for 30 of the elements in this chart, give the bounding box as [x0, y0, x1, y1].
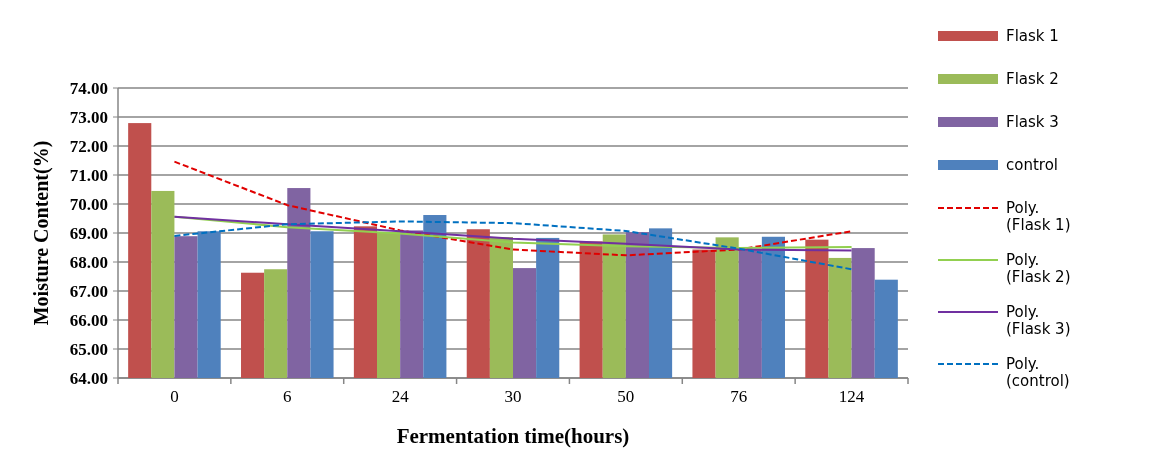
x-tick-label: 0 [170, 387, 179, 406]
legend-label: Poly. (Flask 3) [1006, 303, 1071, 338]
x-tick-label: 30 [504, 387, 522, 406]
y-tick-label: 66.00 [69, 310, 108, 330]
legend-label: Flask 1 [1006, 27, 1059, 45]
legend-label: control [1006, 156, 1058, 174]
line-series [173, 160, 853, 257]
y-tick-label: 72.00 [69, 136, 108, 156]
x-tick-label: 124 [838, 387, 865, 406]
legend-label: Poly. (Flask 2) [1006, 251, 1071, 286]
y-tick-label: 70.00 [69, 194, 108, 214]
y-tick-label: 64.00 [69, 368, 108, 388]
legend-label: Flask 2 [1006, 70, 1059, 88]
x-tick-label: 76 [730, 387, 748, 406]
y-tick-label: 74.00 [69, 78, 108, 98]
x-tick-label: 50 [617, 387, 635, 406]
y-axis-title: Moisture Content(%) [30, 140, 53, 326]
legend-label: Poly. (Flask 1) [1006, 199, 1071, 234]
y-tick-label: 71.00 [69, 165, 108, 185]
y-tick-label: 67.00 [69, 281, 108, 301]
y-tick-label: 73.00 [69, 107, 108, 127]
x-axis-title: Fermentation time(hours) [396, 424, 630, 448]
y-tick-label: 69.00 [69, 223, 108, 243]
y-tick-label: 68.00 [69, 252, 108, 272]
x-tick-label: 6 [283, 387, 292, 406]
line-series [173, 220, 853, 271]
legend-label: Poly. (control) [1006, 355, 1070, 390]
legend-label: Flask 3 [1006, 113, 1059, 131]
y-tick-label: 65.00 [69, 339, 108, 359]
x-tick-label: 24 [391, 387, 410, 406]
